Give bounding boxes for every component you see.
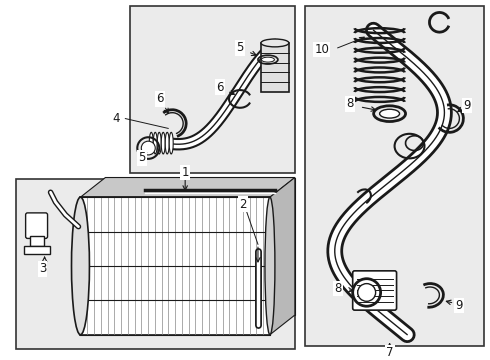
- Text: 3: 3: [39, 262, 46, 275]
- Polygon shape: [105, 177, 295, 315]
- FancyBboxPatch shape: [25, 213, 48, 238]
- Text: 9: 9: [456, 299, 463, 312]
- Ellipse shape: [141, 141, 155, 155]
- Ellipse shape: [72, 197, 90, 335]
- Polygon shape: [80, 197, 270, 335]
- Ellipse shape: [149, 132, 153, 154]
- Text: 4: 4: [113, 112, 120, 125]
- Text: 7: 7: [386, 346, 393, 359]
- Bar: [130, 6, 295, 172]
- Text: 9: 9: [464, 99, 471, 112]
- Ellipse shape: [261, 39, 289, 47]
- Bar: [24, 246, 49, 254]
- Ellipse shape: [262, 57, 274, 62]
- FancyBboxPatch shape: [353, 271, 396, 310]
- Text: 8: 8: [334, 282, 342, 295]
- Text: 5: 5: [236, 41, 244, 54]
- Ellipse shape: [153, 132, 157, 154]
- Bar: [29, 237, 44, 246]
- Ellipse shape: [265, 197, 275, 335]
- Text: 2: 2: [239, 198, 247, 211]
- Text: 6: 6: [156, 93, 164, 105]
- Bar: [305, 6, 484, 346]
- Text: 8: 8: [346, 97, 353, 111]
- Text: 10: 10: [315, 43, 329, 56]
- Ellipse shape: [157, 132, 161, 154]
- Bar: [16, 180, 295, 350]
- Text: 5: 5: [139, 151, 146, 165]
- Polygon shape: [80, 177, 295, 197]
- Ellipse shape: [358, 284, 376, 301]
- Bar: [261, 43, 289, 92]
- Ellipse shape: [169, 132, 173, 154]
- Ellipse shape: [380, 109, 399, 118]
- Text: 1: 1: [181, 166, 189, 179]
- Polygon shape: [270, 177, 295, 335]
- Ellipse shape: [165, 132, 169, 154]
- Text: 6: 6: [216, 81, 224, 94]
- Ellipse shape: [161, 132, 165, 154]
